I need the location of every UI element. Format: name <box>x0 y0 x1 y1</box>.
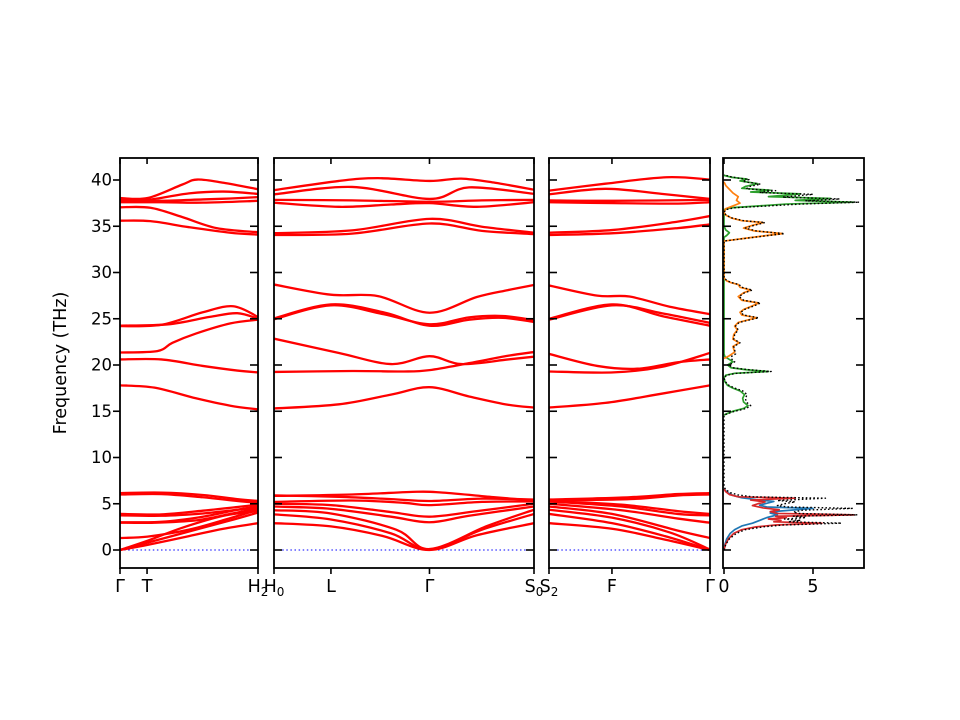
phonon-band-curve <box>120 492 258 504</box>
dos-curve-pdos-orange <box>723 181 784 360</box>
y-ticks-panel-2 <box>274 179 534 551</box>
x-tick-label: H0 <box>264 577 285 599</box>
phonon-band-curve <box>549 491 710 501</box>
panel-frame <box>548 157 711 569</box>
panel-frame <box>119 157 259 569</box>
panel-frame <box>722 157 865 569</box>
phonon-band-curve <box>274 185 534 201</box>
phonon-band-curve <box>120 205 258 234</box>
phonon-band-curve <box>274 522 534 552</box>
y-tick-label: 10 <box>91 448 112 467</box>
phonon-band-curve <box>549 512 710 552</box>
y-axis-label: Frequency (THz) <box>51 292 71 435</box>
x-ticks: H0 L Γ S0 <box>264 158 544 599</box>
phonon-band-curve <box>549 351 710 374</box>
y-tick-label: 0 <box>102 541 113 560</box>
phonon-band-curve <box>549 352 710 371</box>
phonon-band-curve <box>549 175 710 192</box>
y-tick-label: 40 <box>91 171 112 190</box>
phonon-band-curve <box>274 303 534 327</box>
phonon-band-curve <box>120 506 258 517</box>
x-tick-label: H2 <box>248 577 269 599</box>
phonon-band-curve <box>549 223 710 237</box>
phonon-band-curve <box>274 176 534 192</box>
phonon-band-curve <box>120 312 258 327</box>
phonon-band-curve <box>274 499 534 507</box>
phonon-band-curve <box>549 214 710 234</box>
x-tick-label: Γ <box>115 577 125 597</box>
dos-x-tick-label: 0 <box>718 577 729 597</box>
x-tick-label: L <box>326 577 336 597</box>
y-tick-label: 5 <box>102 494 113 513</box>
band-curves <box>549 175 710 552</box>
phonon-band-curve <box>274 508 534 551</box>
phonon-band-curve <box>274 222 534 237</box>
band-panel-1: Γ T H2 <box>115 157 268 599</box>
panel-frame <box>273 157 535 569</box>
band-curves <box>120 178 258 552</box>
phonon-band-curve <box>274 512 534 551</box>
phonon-band-curve <box>120 199 258 204</box>
phonon-band-curve <box>120 508 258 540</box>
phonon-band-curve <box>274 217 534 235</box>
phonon-band-curve <box>120 318 258 354</box>
dos-curve-total-dos <box>723 174 860 551</box>
phonon-band-curve <box>274 505 534 524</box>
y-tick-label: 35 <box>91 217 112 236</box>
band-panel-3: S2 F Γ <box>540 157 715 599</box>
phonon-band-curve <box>549 522 710 552</box>
phonon-band-curve <box>549 284 710 316</box>
phonon-band-curve <box>549 303 710 327</box>
phonon-band-curve <box>549 502 710 524</box>
phonon-band-curve <box>120 491 258 503</box>
phonon-band-curve <box>274 502 534 518</box>
y-ticks-panel-3 <box>549 179 710 551</box>
phonon-band-curve <box>549 508 710 551</box>
phonon-band-curve <box>274 201 534 208</box>
phonon-band-curve <box>274 494 534 503</box>
phonon-band-curve <box>549 499 710 516</box>
x-ticks: Γ T H2 <box>115 158 268 599</box>
phonon-band-curve <box>274 350 534 374</box>
dos-x-tick-label: 5 <box>807 577 818 597</box>
phonon-band-curve <box>274 490 534 502</box>
phonon-band-curve <box>549 187 710 201</box>
phonon-band-curve <box>549 505 710 540</box>
y-tick-label: 30 <box>91 263 112 282</box>
dos-curve-pdos-green <box>723 174 855 416</box>
band-curves <box>274 176 534 552</box>
y-ticks-panel-1: 0 5 10 15 20 25 30 35 40 <box>91 171 258 560</box>
x-tick-label: Γ <box>705 577 715 597</box>
phonon-band-curve <box>120 219 258 236</box>
phonon-band-curve <box>549 201 710 205</box>
y-tick-label: 25 <box>91 309 112 328</box>
phonon-band-curve <box>274 386 534 410</box>
x-tick-label: S2 <box>540 577 559 599</box>
dos-curves <box>723 174 860 551</box>
x-tick-label: S0 <box>525 577 544 599</box>
phonon-band-curve <box>549 493 710 502</box>
y-tick-label: 15 <box>91 402 112 421</box>
phonon-band-curve <box>274 283 534 314</box>
x-ticks: S2 F Γ <box>540 158 715 599</box>
phonon-band-curve <box>549 384 710 409</box>
x-tick-label: Γ <box>425 577 435 597</box>
x-tick-label: F <box>607 577 617 597</box>
y-ticks-panel-4 <box>723 179 864 551</box>
y-tick-label: 20 <box>91 356 112 375</box>
x-tick-label: T <box>141 577 153 597</box>
phonon-band-curve <box>549 198 710 202</box>
phonon-band-curve <box>120 384 258 411</box>
phonon-band-curve <box>120 522 258 552</box>
phonon-band-curve <box>274 198 534 203</box>
phonon-band-curve <box>120 357 258 374</box>
phonon-band-curve <box>120 503 258 516</box>
phonon-band-curve <box>120 178 258 201</box>
band-panel-2: H0 L Γ S0 <box>264 157 544 599</box>
phonon-band-curve <box>274 337 534 366</box>
